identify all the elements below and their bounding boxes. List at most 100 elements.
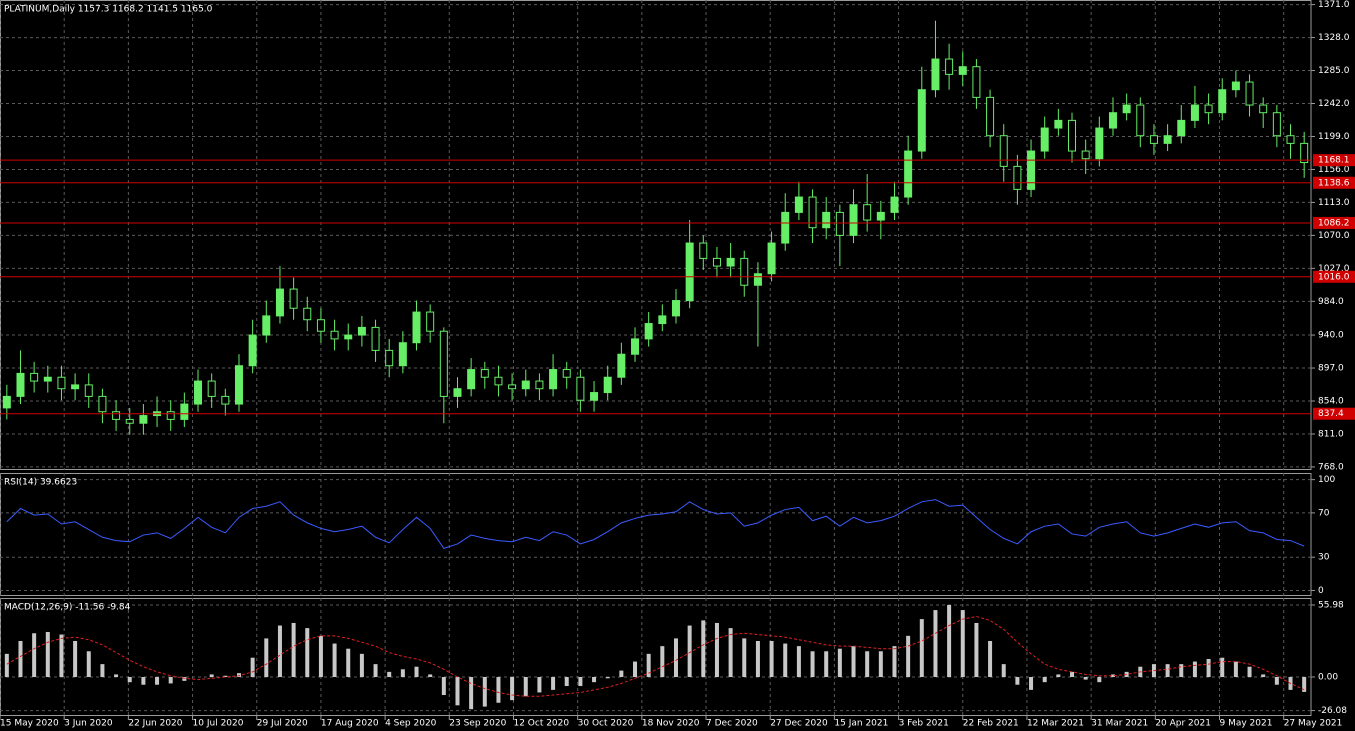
candle-body (1095, 127, 1104, 160)
y-tick-label: 984.0 (1318, 297, 1344, 307)
macd-bar (537, 677, 542, 693)
candle-body (207, 380, 216, 397)
macd-bar (660, 646, 665, 678)
candle-body (344, 334, 353, 340)
candle-body (412, 311, 421, 344)
macd-bar (100, 664, 105, 678)
candle-body (330, 330, 339, 340)
level-tag (1313, 154, 1355, 167)
candle-body (726, 257, 735, 267)
candle-body (398, 342, 407, 367)
candle-body (1272, 112, 1281, 137)
macd-bar (1110, 674, 1115, 678)
x-tick-label: 29 Jul 2020 (257, 719, 308, 729)
candle-body (1054, 119, 1063, 129)
macd-bar (441, 677, 446, 696)
macd-bar (769, 640, 774, 678)
macd-bar (223, 675, 228, 678)
candle-body (467, 369, 476, 390)
macd-bar (209, 674, 214, 678)
macd-bar (346, 648, 351, 678)
macd-bar (892, 646, 897, 678)
macd-bar (373, 664, 378, 678)
y-tick-label: 854.0 (1318, 396, 1344, 406)
candle-body (1163, 135, 1172, 144)
macd-bar (1083, 677, 1088, 680)
macd-bar (1042, 677, 1047, 683)
candle-body (890, 196, 899, 213)
candle-body (16, 372, 25, 397)
candle-body (958, 66, 967, 75)
candle-body (234, 365, 243, 405)
candle-body (166, 411, 175, 420)
macd-bar (482, 677, 487, 707)
candle-body (835, 211, 844, 236)
macd-bar (1029, 677, 1034, 690)
macd-bar (86, 651, 91, 678)
candle-body (2, 395, 11, 409)
candle-body (1068, 119, 1077, 152)
candle-body (562, 369, 571, 378)
candle-body (1231, 81, 1240, 91)
y-tick-label: 1328.0 (1318, 33, 1350, 43)
macd-bar (619, 670, 624, 678)
candle-body (863, 204, 872, 221)
macd-bar (701, 620, 706, 678)
candle-body (917, 89, 926, 152)
y-tick-label: 30 (1318, 553, 1330, 563)
candle-body (849, 204, 858, 236)
macd-bar (1206, 658, 1211, 678)
candle-body (931, 58, 940, 91)
rsi-line (6, 499, 1305, 549)
macd-bar (919, 619, 924, 678)
candle-body (439, 330, 448, 397)
candle-body (603, 376, 612, 394)
level-tag (1313, 270, 1355, 283)
x-tick-label: 7 Dec 2020 (706, 719, 758, 729)
x-tick-label: 22 Jun 2020 (128, 719, 182, 729)
candle-body (590, 392, 599, 401)
macd-bar (32, 633, 37, 678)
candle-body (1245, 81, 1254, 106)
macd-bar (359, 653, 364, 678)
x-tick-label: 27 Dec 2020 (770, 719, 828, 729)
x-tick-label: 4 Sep 2020 (385, 719, 437, 729)
macd-bar (673, 638, 678, 678)
x-tick-label: 31 Mar 2021 (1091, 719, 1148, 729)
macd-bar (155, 677, 160, 685)
candle-body (999, 135, 1008, 167)
macd-bar (865, 651, 870, 678)
candle-body (125, 418, 134, 424)
macd-bar (1165, 664, 1170, 678)
candle-body (357, 326, 366, 336)
macd-bar (127, 677, 132, 683)
macd-bar (714, 622, 719, 678)
macd-bar (783, 643, 788, 678)
macd-bar (1070, 671, 1075, 678)
y-tick-label: 1242.0 (1318, 99, 1350, 109)
macd-bar (4, 653, 9, 678)
macd-bar (605, 677, 610, 679)
macd-bar (168, 677, 173, 684)
level-label: 837.4 (1318, 409, 1344, 419)
macd-bar (332, 643, 337, 678)
candle-body (1204, 104, 1213, 114)
candle-body (248, 334, 257, 367)
candle-body (112, 411, 121, 420)
candle-body (808, 196, 817, 229)
macd-bar (742, 638, 747, 678)
level-tag (1313, 176, 1355, 189)
x-tick-label: 22 Feb 2021 (963, 719, 1019, 729)
x-tick-label: 15 May 2020 (0, 719, 59, 729)
panel-frame (0, 598, 1312, 716)
macd-bar (141, 677, 146, 685)
level-label: 1168.1 (1318, 156, 1350, 166)
y-tick-label: 0.00 (1318, 673, 1338, 683)
level-tag (1313, 216, 1355, 229)
panel-frame (0, 473, 1312, 596)
macd-bar (1274, 677, 1279, 685)
candle-body (84, 384, 93, 397)
candle-body (535, 380, 544, 390)
x-tick-label: 20 Apr 2021 (1155, 719, 1211, 729)
macd-bar (633, 661, 638, 678)
